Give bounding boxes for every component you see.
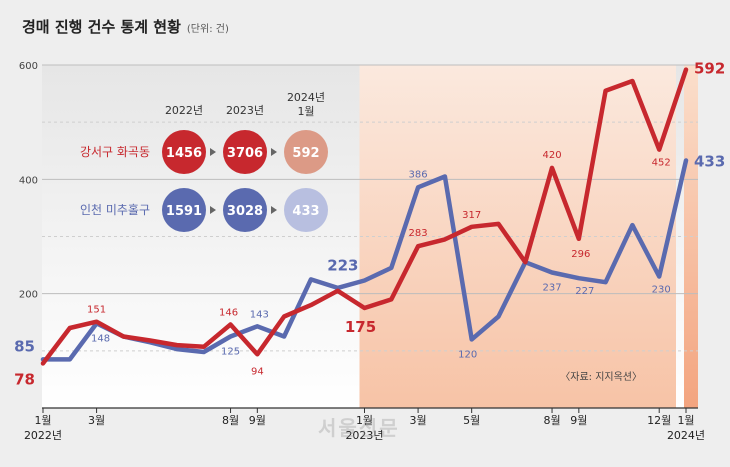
- x-tick-label: 1월: [34, 414, 51, 427]
- watermark: 서울신문: [318, 416, 400, 440]
- summary-arrow-icon: [271, 148, 277, 156]
- x-year-label: 2022년: [24, 429, 62, 442]
- x-tick-label: 5월: [463, 414, 480, 427]
- x-tick-label: 9월: [249, 414, 266, 427]
- y-tick-label: 600: [19, 61, 38, 72]
- data-label-incheon: 143: [250, 309, 269, 320]
- data-label-gangseo: 317: [462, 210, 481, 221]
- y-tick-label: 200: [19, 290, 38, 301]
- data-label-incheon: 120: [458, 349, 477, 360]
- summary-row-label: 인천 미추홀구: [80, 202, 150, 217]
- summary-arrow-icon: [271, 206, 277, 214]
- summary-bubble: [284, 130, 328, 174]
- x-tick-label: 12월: [647, 414, 671, 427]
- x-year-label: 2023년: [345, 429, 383, 442]
- summary-value: 433: [292, 204, 319, 219]
- x-tick-label: 8월: [222, 414, 239, 427]
- summary-year-2023: 2023년: [226, 104, 264, 117]
- x-tick-label: 3월: [410, 414, 427, 427]
- summary-year-2022: 2022년: [165, 104, 203, 117]
- summary-bubble: [223, 130, 267, 174]
- data-label-gangseo: 420: [542, 150, 561, 161]
- summary-bubble: [284, 188, 328, 232]
- summary-bubble: [162, 130, 206, 174]
- data-label-gangseo: 94: [251, 366, 264, 377]
- summary-value: 1456: [166, 146, 202, 161]
- x-tick-label: 9월: [570, 414, 587, 427]
- data-label-incheon: 125: [221, 347, 240, 358]
- summary-year-2024: 2024년: [287, 91, 325, 104]
- data-label-gangseo: 296: [571, 249, 590, 260]
- x-tick-label: 1월: [677, 414, 694, 427]
- series-line-gangseo: [40, 67, 689, 366]
- summary-value: 592: [292, 146, 319, 161]
- data-label-incheon: 85: [14, 337, 35, 355]
- summary-row-label: 강서구 화곡동: [80, 145, 150, 159]
- data-label-gangseo: 592: [694, 60, 725, 78]
- data-label-gangseo: 151: [87, 305, 106, 316]
- unit-label: (단위: 건): [186, 24, 229, 35]
- data-label-incheon: 386: [409, 169, 428, 180]
- data-label-gangseo: 146: [219, 308, 238, 319]
- data-label-incheon: 227: [575, 286, 594, 297]
- summary-value: 3706: [227, 146, 263, 161]
- chart-title: 경매 진행 건수 통계 현황 (단위: 건): [22, 16, 229, 37]
- data-label-gangseo: 283: [409, 228, 428, 239]
- source-note: 〈자료: 지지옥션〉: [560, 372, 642, 383]
- data-label-gangseo: 175: [345, 318, 376, 336]
- summary-arrow-icon: [210, 206, 216, 214]
- summary-bubble: [223, 188, 267, 232]
- summary-month-jan: 1월: [297, 105, 314, 118]
- data-label-incheon: 230: [652, 285, 671, 296]
- data-label-incheon: 223: [327, 257, 358, 275]
- data-label-incheon: 237: [542, 283, 561, 294]
- chart-title-text: 경매 진행 건수 통계 현황: [22, 18, 181, 36]
- summary-value: 1591: [166, 204, 202, 219]
- summary-arrow-icon: [210, 148, 216, 156]
- x-tick-label: 3월: [88, 414, 105, 427]
- summary-value: 3028: [227, 204, 263, 219]
- x-tick-label: 1월: [356, 414, 373, 427]
- x-year-label: 2024년: [667, 429, 705, 442]
- data-label-incheon: 148: [91, 333, 110, 344]
- x-tick-label: 8월: [543, 414, 560, 427]
- data-label-gangseo: 78: [14, 370, 35, 388]
- data-label-incheon: 433: [694, 152, 725, 170]
- data-label-gangseo: 452: [652, 158, 671, 169]
- summary-bubble: [162, 188, 206, 232]
- y-tick-label: 400: [19, 175, 38, 186]
